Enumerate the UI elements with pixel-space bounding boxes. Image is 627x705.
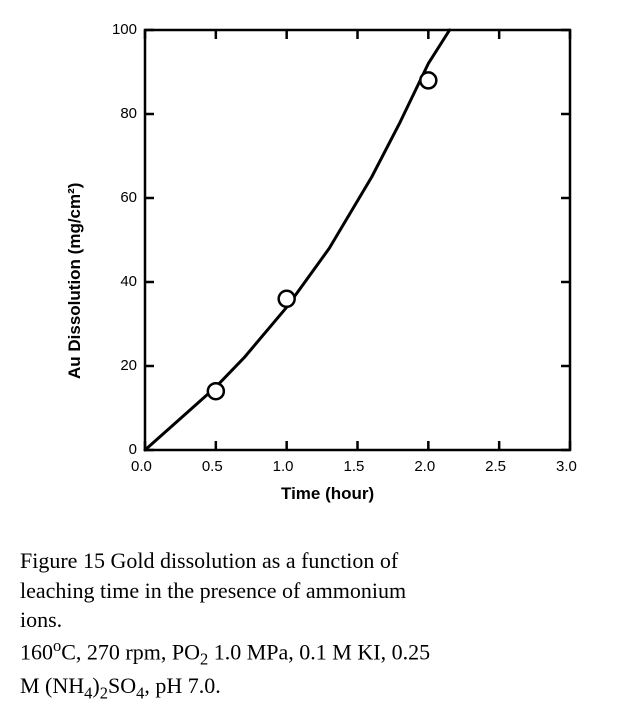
y-tick-label: 100 xyxy=(101,21,137,38)
figure-caption: Figure 15 Gold dissolution as a function… xyxy=(20,546,607,705)
chart-area: Au Dissolution (mg/cm²) Time (hour) 0.00… xyxy=(30,10,597,540)
x-tick-label: 0.5 xyxy=(202,458,223,475)
y-tick-label: 60 xyxy=(101,189,137,206)
y-tick-label: 0 xyxy=(101,441,137,458)
y-tick-label: 40 xyxy=(101,273,137,290)
x-tick-label: 2.0 xyxy=(414,458,435,475)
x-tick-label: 2.5 xyxy=(485,458,506,475)
page-root: Au Dissolution (mg/cm²) Time (hour) 0.00… xyxy=(0,0,627,696)
x-tick-label: 3.0 xyxy=(556,458,577,475)
y-tick-label: 20 xyxy=(101,357,137,374)
y-tick-label: 80 xyxy=(101,105,137,122)
x-tick-label: 1.5 xyxy=(344,458,365,475)
x-tick-label: 1.0 xyxy=(273,458,294,475)
y-axis-label: Au Dissolution (mg/cm²) xyxy=(65,182,85,378)
x-tick-label: 0.0 xyxy=(131,458,152,475)
x-axis-label: Time (hour) xyxy=(281,484,374,504)
